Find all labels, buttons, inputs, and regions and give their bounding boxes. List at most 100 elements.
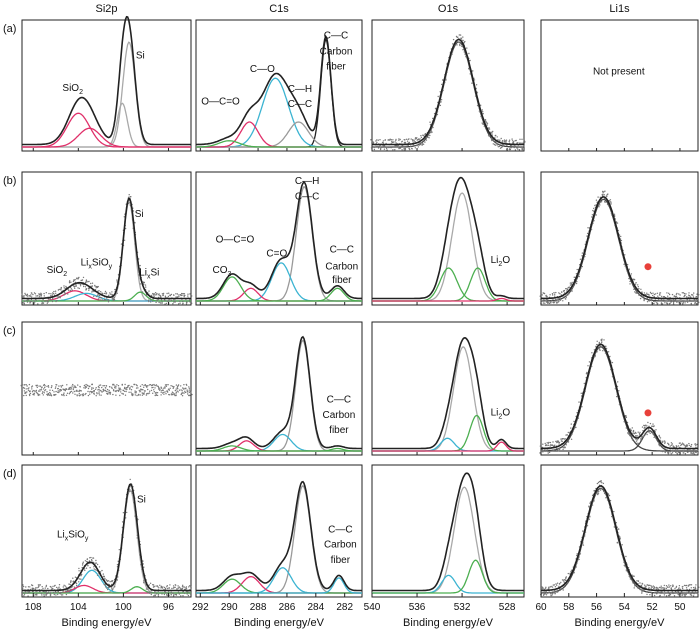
data-point: [421, 144, 423, 146]
panel-frame: [371, 464, 525, 598]
data-point: [147, 299, 150, 301]
data-point: [188, 387, 190, 389]
data-point: [170, 385, 172, 387]
data-point: [145, 286, 147, 288]
data-point: [615, 522, 617, 524]
data-point: [93, 568, 95, 570]
data-point: [589, 502, 591, 504]
data-point: [41, 586, 43, 588]
data-point: [164, 296, 167, 298]
data-point: [677, 445, 680, 447]
data-point: [155, 294, 157, 296]
data-point: [98, 391, 100, 393]
data-point: [177, 296, 179, 298]
data-point: [154, 590, 156, 593]
data-point: [119, 394, 121, 397]
data-point: [80, 279, 82, 282]
data-point: [95, 287, 97, 289]
data-point: [79, 578, 81, 580]
data-point: [565, 434, 567, 436]
data-point: [483, 125, 485, 127]
data-point: [188, 299, 191, 301]
data-point: [697, 452, 699, 454]
data-point: [55, 594, 57, 596]
data-point: [669, 593, 672, 596]
data-point: [658, 445, 661, 447]
data-point: [173, 386, 175, 388]
data-point: [182, 303, 184, 305]
data-point: [510, 147, 512, 149]
data-point: [136, 537, 138, 539]
data-point: [468, 52, 470, 55]
data-point: [682, 292, 685, 294]
data-point: [83, 384, 86, 387]
data-point: [85, 567, 88, 569]
data-point: [163, 391, 165, 394]
data-point: [399, 147, 402, 149]
data-point: [615, 221, 618, 223]
data-point: [65, 388, 67, 390]
data-point: [521, 142, 523, 144]
data-point: [93, 295, 95, 297]
data-point: [31, 292, 33, 294]
data-point: [547, 450, 549, 453]
data-point: [456, 44, 458, 46]
data-point: [698, 301, 700, 303]
data-point: [633, 575, 635, 577]
data-point: [34, 301, 36, 303]
data-point: [117, 390, 120, 392]
data-point: [83, 387, 85, 389]
data-point: [174, 300, 176, 302]
data-point: [490, 138, 493, 141]
data-point: [102, 385, 104, 387]
data-point: [695, 300, 697, 303]
data-point: [31, 391, 34, 393]
data-point: [552, 592, 554, 595]
data-point: [692, 296, 695, 298]
data-point: [649, 291, 652, 294]
data-point: [50, 293, 52, 295]
data-point: [106, 393, 109, 395]
data-point: [669, 445, 671, 447]
data-point: [652, 300, 655, 303]
data-point: [141, 384, 143, 386]
data-point: [31, 584, 34, 587]
data-point: [548, 591, 551, 593]
data-point: [682, 443, 685, 445]
data-point: [636, 442, 638, 444]
data-point: [103, 385, 106, 387]
data-point: [153, 391, 155, 393]
data-point: [670, 587, 672, 589]
data-point: [134, 222, 136, 224]
data-point: [641, 592, 643, 594]
data-point: [517, 142, 519, 144]
data-point: [191, 302, 193, 304]
data-point: [497, 146, 499, 148]
data-point: [47, 394, 49, 397]
data-point: [148, 384, 151, 386]
data-point: [94, 284, 96, 287]
data-point: [107, 588, 109, 591]
data-point: [466, 47, 468, 49]
data-point: [178, 389, 181, 391]
data-point: [101, 297, 103, 299]
peak-label: Si: [135, 209, 144, 220]
data-point: [570, 438, 573, 440]
data-point: [657, 592, 659, 594]
data-point: [124, 394, 127, 396]
data-point: [180, 385, 182, 387]
data-point: [669, 299, 671, 302]
data-point: [421, 142, 424, 144]
data-point: [51, 587, 54, 590]
data-point: [28, 393, 31, 396]
data-point: [607, 193, 609, 195]
data-point: [455, 35, 458, 38]
data-point: [695, 451, 697, 454]
data-point: [637, 587, 639, 589]
data-point: [45, 585, 47, 588]
data-point: [122, 512, 125, 514]
data-point: [678, 585, 681, 587]
data-point: [62, 586, 64, 588]
data-point: [154, 294, 156, 296]
